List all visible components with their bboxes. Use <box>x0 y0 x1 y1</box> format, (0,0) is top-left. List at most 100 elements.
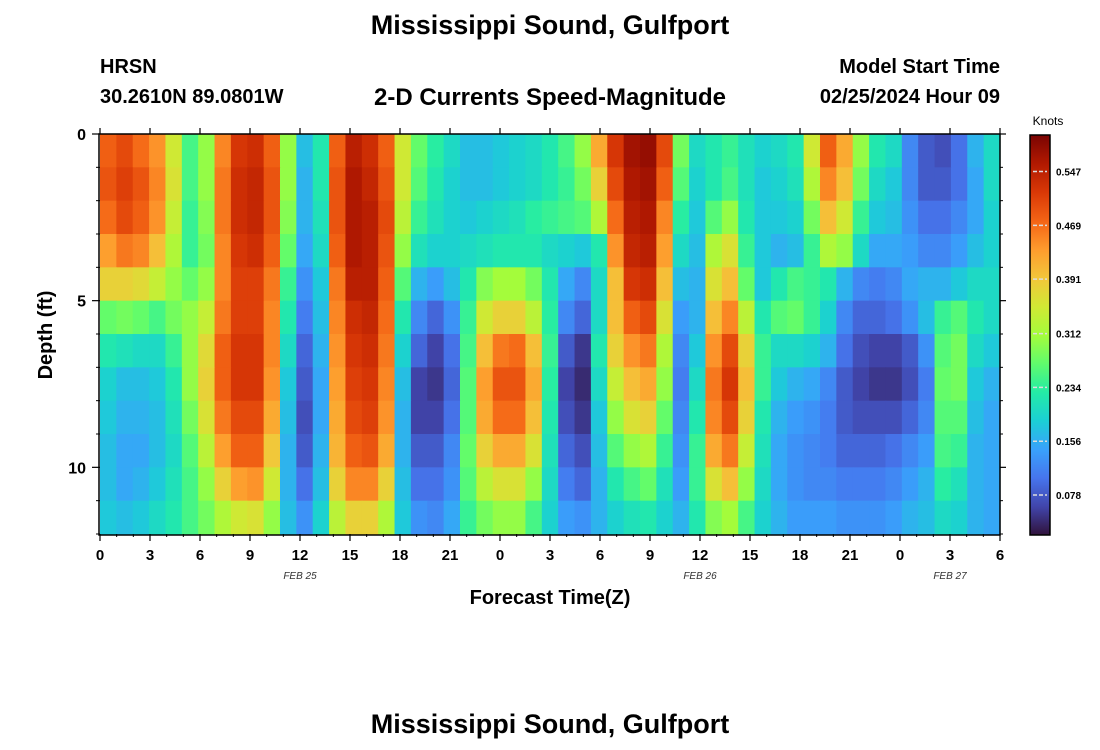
heatmap-cell <box>901 134 919 168</box>
heatmap-cell <box>770 467 788 502</box>
heatmap-cell <box>296 367 314 402</box>
heatmap-cell <box>394 400 412 435</box>
heatmap-cell <box>132 167 150 202</box>
heatmap-cell <box>149 234 167 268</box>
heatmap-cell <box>770 267 788 302</box>
heatmap-cell <box>263 134 281 168</box>
heatmap-cell <box>427 267 445 302</box>
model-start-label: Model Start Time <box>839 56 1000 78</box>
colorbar-tick-label: 0.156 <box>1056 437 1081 448</box>
heatmap-cell <box>983 400 1001 435</box>
heatmap-cell <box>296 200 314 235</box>
heatmap-cell <box>230 134 248 168</box>
heatmap-cell <box>198 134 216 168</box>
heatmap-cell <box>607 467 625 502</box>
heatmap-cell <box>607 234 625 268</box>
heatmap-cell <box>410 200 428 235</box>
heatmap-cell <box>558 234 576 268</box>
heatmap-cell <box>230 300 248 335</box>
heatmap-cell <box>492 200 510 235</box>
heatmap-cell <box>934 134 952 168</box>
heatmap-cell <box>230 234 248 268</box>
heatmap-cell <box>689 400 707 435</box>
heatmap-cell <box>509 367 527 402</box>
heatmap-cell <box>116 234 134 268</box>
heatmap-cell <box>672 367 690 402</box>
chart-title: Mississippi Sound, Gulfport <box>370 10 730 40</box>
heatmap-cell <box>950 467 968 502</box>
heatmap-cell <box>361 367 379 402</box>
heatmap-cell <box>198 434 216 468</box>
heatmap-cell <box>901 234 919 268</box>
heatmap-cell <box>656 467 674 502</box>
heatmap-cell <box>361 200 379 235</box>
heatmap-cell <box>640 300 657 335</box>
heatmap-cell <box>443 434 461 468</box>
heatmap-cell <box>165 267 183 302</box>
heatmap-cell <box>852 134 870 168</box>
heatmap-cell <box>329 400 347 435</box>
heatmap-cell <box>165 300 183 335</box>
heatmap-cell <box>525 134 543 168</box>
heatmap-cell <box>312 200 330 235</box>
heatmap-cell <box>280 234 297 268</box>
y-tick-label: 0 <box>77 127 86 144</box>
heatmap-cell <box>116 500 134 535</box>
heatmap-cell <box>918 134 936 168</box>
heatmap-cell <box>656 500 674 535</box>
heatmap-cell <box>738 500 756 535</box>
heatmap-cell <box>165 367 183 402</box>
heatmap-cell <box>410 300 428 335</box>
heatmap-cell <box>738 300 756 335</box>
x-axis: 0 3 6 9 12 15 18 21 0 3 6 9 12 15 18 21 0 3 6 FEB 25 FEB 26 F… <box>96 128 1004 582</box>
heatmap-cell <box>558 400 576 435</box>
heatmap-cell <box>361 267 379 302</box>
heatmap-cell <box>165 334 183 368</box>
heatmap-cell <box>672 267 690 302</box>
heatmap-cell <box>820 267 837 302</box>
heatmap-cell <box>492 300 510 335</box>
heatmap-cell <box>820 300 837 335</box>
heatmap-cell <box>803 467 821 502</box>
heatmap-cell <box>869 500 887 535</box>
heatmap-cell <box>394 334 412 368</box>
heatmap-cell <box>770 367 788 402</box>
heatmap-cell <box>901 167 919 202</box>
heatmap-cell <box>280 300 297 335</box>
heatmap-cell <box>934 267 952 302</box>
heatmap-cell <box>983 134 1001 168</box>
heatmap-cell <box>329 267 347 302</box>
heatmap-cell <box>754 434 772 468</box>
heatmap-cell <box>476 267 494 302</box>
heatmap-cell <box>852 300 870 335</box>
heatmap-cell <box>558 334 576 368</box>
heatmap-cell <box>689 334 707 368</box>
heatmap-cell <box>181 334 199 368</box>
heatmap-cell <box>378 134 396 168</box>
heatmap-cell <box>100 367 117 402</box>
heatmap-cell <box>214 300 232 335</box>
heatmap-cell <box>721 167 739 202</box>
heatmap-cell <box>378 500 396 535</box>
heatmap-cell <box>394 467 412 502</box>
heatmap-cell <box>132 234 150 268</box>
heatmap-cell <box>214 134 232 168</box>
heatmap-cell <box>721 400 739 435</box>
heatmap-cell <box>705 200 723 235</box>
heatmap-cell <box>492 234 510 268</box>
heatmap-cell <box>443 334 461 368</box>
heatmap-cell <box>116 467 134 502</box>
heatmap-cell <box>672 434 690 468</box>
heatmap-cell <box>116 400 134 435</box>
heatmap-cell <box>770 500 788 535</box>
heatmap-cell <box>852 267 870 302</box>
heatmap-cell <box>885 167 903 202</box>
heatmap-cell <box>394 134 412 168</box>
heatmap-cell <box>967 267 985 302</box>
heatmap-cell <box>345 267 363 302</box>
heatmap-cell <box>329 167 347 202</box>
heatmap-cell <box>280 200 297 235</box>
heatmap-cell <box>803 267 821 302</box>
heatmap-cell <box>149 334 167 368</box>
heatmap-cell <box>378 200 396 235</box>
